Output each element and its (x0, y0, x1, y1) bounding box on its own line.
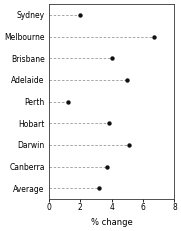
Point (98, 186, 100, 190)
Point (127, 143, 130, 147)
X-axis label: % change: % change (91, 218, 132, 227)
Point (153, 35, 155, 39)
Point (107, 122, 110, 125)
Point (110, 56, 113, 60)
Point (126, 78, 129, 82)
Point (106, 165, 108, 168)
Point (79, 13, 82, 17)
Point (66, 100, 69, 103)
